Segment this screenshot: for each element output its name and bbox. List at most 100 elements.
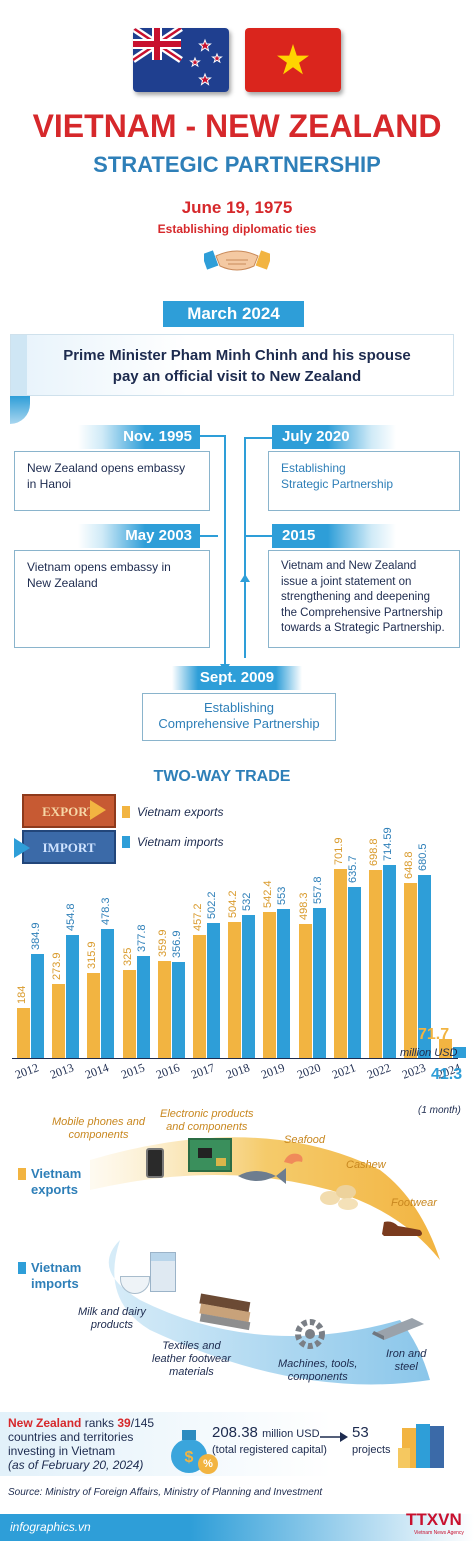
source-text: Source: Ministry of Foreign Affairs, Min…	[8, 1487, 323, 1498]
export-bar	[404, 883, 418, 1058]
fish-icon	[236, 1168, 286, 1184]
binders-icon	[398, 1418, 454, 1470]
ranks-label: ranks	[81, 1416, 118, 1430]
goods-label-line: Textiles and	[162, 1340, 221, 1352]
year-label: 2017	[189, 1060, 217, 1082]
export-value-label: 504.2	[227, 890, 240, 919]
export-value-label: 325	[121, 948, 134, 967]
legend-exports-swatch	[122, 806, 130, 818]
goods-exports-label-line: Vietnam	[31, 1166, 82, 1181]
milk-carton-icon	[150, 1252, 176, 1292]
circuit-board-icon	[188, 1138, 232, 1172]
year-label: 2012	[13, 1060, 41, 1082]
investment-line: investing in Vietnam	[8, 1444, 116, 1458]
import-bar	[383, 865, 396, 1058]
trade-title: TWO-WAY TRADE	[153, 768, 291, 785]
last-import-label: 41.3	[431, 1066, 463, 1083]
year-label: 2023	[400, 1060, 428, 1082]
machine-gear-icon	[292, 1316, 328, 1352]
goods-milk-label: Milk and dairy products	[78, 1306, 146, 1332]
import-value-label: 680.5	[417, 843, 430, 871]
export-value-label: 184	[16, 986, 28, 1005]
capital-unit: million USD	[262, 1428, 320, 1440]
export-bar	[193, 934, 206, 1058]
timeline-text: New Zealand opens embassy	[27, 461, 186, 475]
imports-legend-swatch	[18, 1262, 26, 1274]
goods-iron-label: Iron and steel	[386, 1348, 426, 1374]
goods-label-line: and components	[166, 1121, 248, 1133]
goods-imports-label: Vietnam imports	[31, 1260, 81, 1292]
timeline-date-2015: 2015	[272, 524, 396, 548]
import-bar	[347, 886, 361, 1058]
import-bar	[101, 929, 115, 1058]
import-value-label: 635.7	[346, 855, 359, 883]
import-value-label: 532	[241, 892, 254, 911]
timeline-text: issue a joint statement on	[281, 575, 412, 588]
year-label: 2016	[153, 1060, 182, 1082]
goods-label-line: products	[90, 1319, 134, 1331]
goods-exports-label: Vietnam exports	[31, 1166, 81, 1198]
timeline-date-nov1995: Nov. 1995	[78, 425, 200, 449]
goods-cashew-label: Cashew	[346, 1159, 386, 1171]
import-value-label: 553	[276, 886, 289, 905]
export-bar	[333, 868, 347, 1058]
import-crate-label: IMPORT	[42, 840, 96, 855]
export-crate-label: EXPORT	[42, 804, 96, 819]
shoe-icon	[380, 1218, 424, 1238]
steel-beam-icon	[372, 1318, 424, 1340]
year-label: 2014	[83, 1060, 111, 1082]
goods-label-line: leather footwear	[152, 1353, 231, 1365]
projects-value: 53	[352, 1424, 369, 1441]
unit-text-label: million USD	[400, 1047, 458, 1059]
rank-value: 39	[117, 1416, 131, 1430]
timeline-text: Establishing	[203, 700, 275, 715]
investment-date: (as of February 20, 2024)	[8, 1458, 144, 1472]
visit-panel	[10, 334, 454, 397]
visit-text-line2: pay an official visit to New Zealand	[112, 368, 362, 385]
main-title: VIETNAM - NEW ZEALAND	[32, 108, 442, 144]
timeline-box-nov1995: New Zealand opens embassy in Hanoi	[14, 451, 210, 511]
investment-rank-text: New Zealand ranks 39/145 countries and t…	[8, 1416, 154, 1472]
timeline-text: strengthening and deepening	[281, 591, 430, 603]
import-bar	[312, 907, 326, 1058]
timeline-text: New Zealand	[27, 576, 98, 590]
import-bar	[171, 961, 185, 1058]
subtitle: STRATEGIC PARTNERSHIP	[93, 152, 381, 177]
export-value-label: 498.3	[297, 892, 310, 920]
goods-imports-label-line: Vietnam	[31, 1260, 82, 1275]
projects-text: projects	[352, 1444, 391, 1456]
import-value-label: 377.8	[135, 924, 148, 953]
goods-label-line: steel	[394, 1361, 418, 1373]
export-value-label: 457.2	[192, 903, 204, 931]
goods-electronic-label: Electronic products and components	[160, 1108, 254, 1134]
cashew-icon	[318, 1180, 362, 1210]
goods-label-line: Iron and	[386, 1348, 427, 1360]
footer-site: infographics.vn	[10, 1520, 91, 1534]
import-value-label: 384.9	[30, 922, 42, 951]
year-label: 2019	[259, 1060, 287, 1082]
import-bar	[31, 954, 44, 1058]
timeline-text: Strategic Partnership	[281, 477, 394, 491]
import-bar	[136, 956, 150, 1058]
established-date: June 19, 1975	[181, 198, 293, 217]
goods-label-line: Milk and dairy	[78, 1306, 146, 1318]
timeline-text: Comprehensive Partnership	[158, 716, 320, 731]
year-label: 2020	[294, 1060, 323, 1082]
year-label: 2021	[329, 1060, 358, 1082]
visit-text-line1: Prime Minister Pham Minh Chinh and his s…	[63, 347, 411, 364]
export-bar	[157, 961, 171, 1058]
import-bar	[277, 908, 291, 1058]
import-bar	[66, 935, 80, 1058]
export-bar	[228, 922, 242, 1058]
export-value-label: 542.4	[262, 880, 275, 908]
export-bar	[298, 923, 312, 1058]
visit-date-badge: March 2024	[163, 301, 304, 327]
timeline-box-2015: Vietnam and New Zealand issue a joint st…	[268, 550, 460, 648]
goods-label-line: Electronic products	[160, 1108, 254, 1120]
timeline-text: in Hanoi	[27, 477, 72, 491]
mobile-phone-icon	[146, 1148, 164, 1178]
goods-ribbons	[90, 1137, 440, 1385]
goods-machines-label: Machines, tools, components	[278, 1358, 357, 1384]
year-label: 2015	[118, 1060, 147, 1082]
legend-exports-label: Vietnam exports	[137, 805, 224, 819]
